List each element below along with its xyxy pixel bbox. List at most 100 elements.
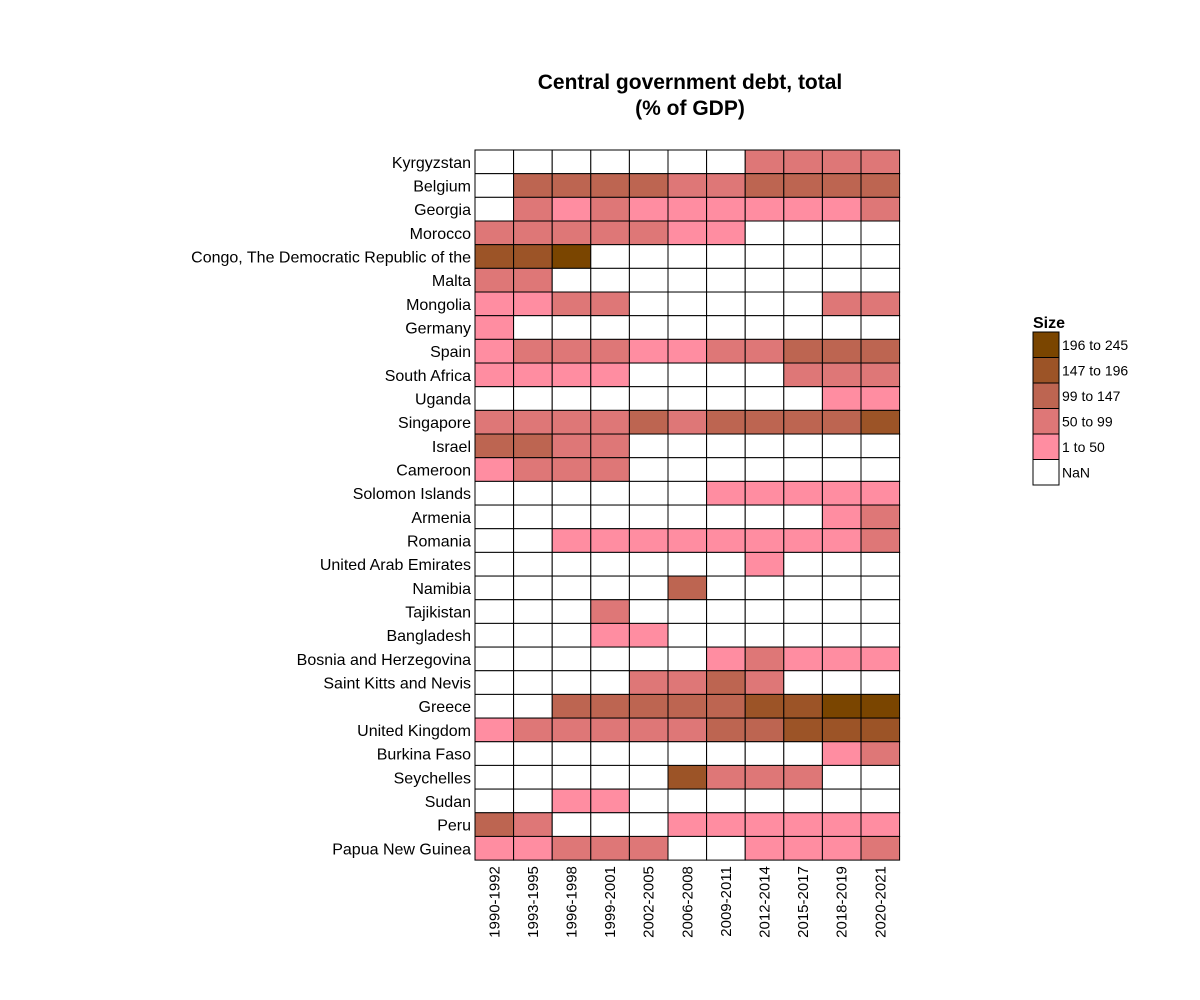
heatmap-cell <box>783 149 823 175</box>
heatmap-cell <box>513 386 553 411</box>
heatmap-cell <box>706 149 746 175</box>
heatmap-cell <box>628 622 669 648</box>
heatmap-cell <box>821 599 862 624</box>
heatmap-cell <box>783 338 823 364</box>
heatmap-cell <box>667 717 708 743</box>
row-label: United Arab Emirates <box>320 557 471 574</box>
heatmap-cell <box>821 575 862 601</box>
row-label: Saint Kitts and Nevis <box>323 676 471 693</box>
heatmap-cell <box>860 622 901 648</box>
heatmap-cell <box>860 528 901 553</box>
row-label: Israel <box>432 439 471 456</box>
heatmap-cell <box>821 670 862 695</box>
heatmap-cell <box>744 315 785 340</box>
heatmap-cell <box>821 717 862 743</box>
legend-title: Size <box>1033 315 1065 332</box>
heatmap-cell <box>667 670 708 695</box>
heatmap-cell <box>667 149 708 175</box>
heatmap-cell <box>860 291 901 317</box>
heatmap-cell <box>667 551 708 577</box>
heatmap-cell <box>706 386 746 411</box>
chart-title-line-1: Central government debt, total <box>538 71 843 94</box>
heatmap-cell <box>551 622 592 648</box>
heatmap-cell <box>667 433 708 459</box>
legend-swatch <box>1032 382 1060 409</box>
heatmap-cell <box>783 812 823 837</box>
heatmap-cell <box>706 599 746 624</box>
heatmap-cell <box>513 575 553 601</box>
heatmap-cell <box>590 409 630 435</box>
heatmap-cell <box>860 362 901 388</box>
heatmap-cell <box>860 646 901 672</box>
row-label: Namibia <box>412 581 471 598</box>
heatmap-cell <box>821 551 862 577</box>
heatmap-cell <box>667 528 708 553</box>
heatmap-cell <box>860 244 901 269</box>
row-label: Congo, The Democratic Republic of the <box>191 250 471 267</box>
heatmap-cell <box>706 622 746 648</box>
heatmap-cell <box>821 267 862 293</box>
heatmap-cell <box>474 386 515 411</box>
heatmap-cell <box>628 362 669 388</box>
heatmap-cell <box>706 693 746 719</box>
heatmap-cell <box>667 220 708 246</box>
heatmap-cell <box>744 149 785 175</box>
heatmap-cell <box>551 315 592 340</box>
heatmap-cell <box>783 670 823 695</box>
heatmap-cell <box>821 788 862 814</box>
heatmap-cell <box>783 504 823 530</box>
heatmap-cell <box>628 646 669 672</box>
heatmap-cell <box>513 244 553 269</box>
heatmap-cell <box>744 646 785 672</box>
heatmap-cell <box>474 409 515 435</box>
heatmap-cell <box>744 220 785 246</box>
heatmap-cell <box>551 812 592 837</box>
heatmap-cell <box>706 315 746 340</box>
heatmap-cell <box>628 670 669 695</box>
row-label: Tajikistan <box>405 605 471 622</box>
heatmap-cell <box>667 386 708 411</box>
heatmap-cell <box>744 267 785 293</box>
heatmap-cell <box>513 220 553 246</box>
heatmap-cell <box>860 149 901 175</box>
heatmap-cell <box>821 835 862 861</box>
legend-label: 1 to 50 <box>1062 439 1105 455</box>
heatmap-cells <box>474 149 901 861</box>
row-label: Bangladesh <box>386 628 471 645</box>
heatmap-cell <box>860 812 901 837</box>
heatmap-cell <box>667 362 708 388</box>
heatmap-cell <box>628 835 669 861</box>
heatmap-cell <box>821 693 862 719</box>
heatmap-cell <box>474 717 515 743</box>
heatmap-cell <box>821 528 862 553</box>
heatmap-cell <box>474 835 515 861</box>
row-label: Uganda <box>415 392 471 409</box>
heatmap-cell <box>474 788 515 814</box>
heatmap-cell <box>860 599 901 624</box>
row-label: Romania <box>407 534 471 551</box>
heatmap-cell <box>513 646 553 672</box>
column-label: 2015-2017 <box>795 866 812 938</box>
heatmap-cell <box>474 149 515 175</box>
heatmap-cell <box>628 409 669 435</box>
heatmap-cell <box>860 788 901 814</box>
column-label: 1993-1995 <box>525 866 542 938</box>
heatmap-cell <box>513 622 553 648</box>
heatmap-cell <box>667 504 708 530</box>
column-label: 2009-2011 <box>718 866 735 937</box>
heatmap-cell <box>706 409 746 435</box>
heatmap-cell <box>628 291 669 317</box>
heatmap-cell <box>821 433 862 459</box>
row-label: Mongolia <box>406 297 471 314</box>
heatmap-cell <box>783 551 823 577</box>
row-label: Kyrgyzstan <box>392 155 471 172</box>
column-label: 1996-1998 <box>564 866 581 938</box>
heatmap-cell <box>860 835 901 861</box>
heatmap-cell <box>783 575 823 601</box>
heatmap-cell <box>821 480 862 506</box>
heatmap-cell <box>590 315 630 340</box>
heatmap-cell <box>860 267 901 293</box>
heatmap-cell <box>513 362 553 388</box>
heatmap-cell <box>551 504 592 530</box>
heatmap-cell <box>551 835 592 861</box>
